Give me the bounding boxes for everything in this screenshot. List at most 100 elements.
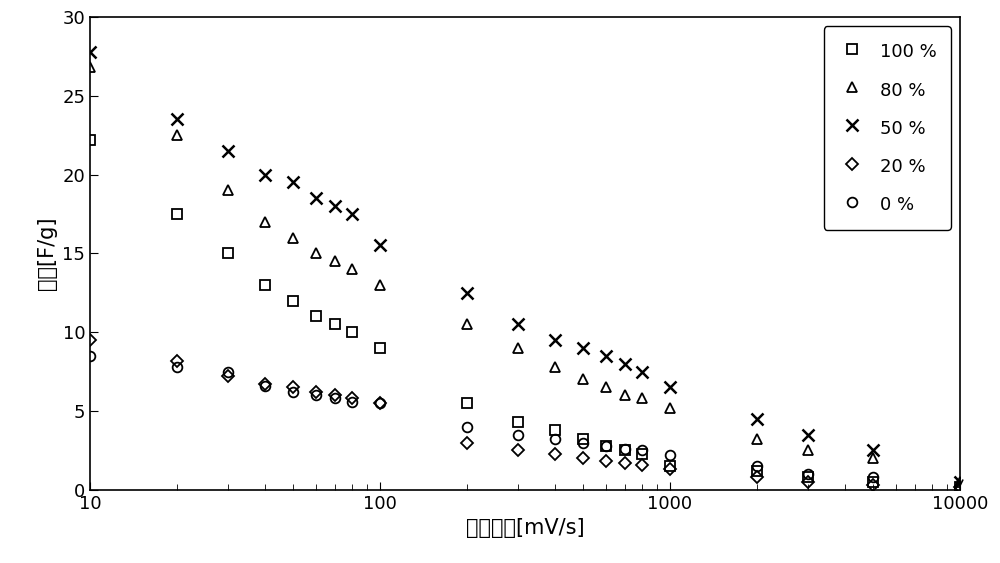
- 0 %: [329, 395, 341, 402]
- 0 %: [751, 463, 763, 470]
- 100 %: [954, 483, 966, 490]
- 100 %: [577, 436, 589, 443]
- 100 %: [84, 136, 96, 143]
- 20 %: [461, 439, 473, 446]
- 80 %: [171, 132, 183, 138]
- 80 %: [310, 250, 322, 257]
- 100 %: [310, 313, 322, 320]
- 80 %: [549, 364, 561, 370]
- 50 %: [222, 148, 234, 154]
- 20 %: [549, 450, 561, 457]
- 80 %: [619, 392, 631, 399]
- 20 %: [374, 400, 386, 406]
- 80 %: [346, 266, 358, 272]
- 0 %: [802, 471, 814, 477]
- 80 %: [84, 64, 96, 71]
- 0 %: [619, 445, 631, 452]
- 80 %: [287, 234, 299, 241]
- 100 %: [802, 474, 814, 481]
- 20 %: [751, 474, 763, 481]
- 100 %: [512, 419, 524, 426]
- 0 %: [577, 439, 589, 446]
- 100 %: [222, 250, 234, 257]
- 50 %: [512, 321, 524, 328]
- Line: 0 %: 0 %: [85, 351, 965, 491]
- 20 %: [577, 455, 589, 462]
- Line: 100 %: 100 %: [85, 135, 965, 491]
- 80 %: [222, 187, 234, 194]
- 80 %: [259, 218, 271, 225]
- 100 %: [461, 400, 473, 406]
- 20 %: [287, 384, 299, 391]
- 0 %: [549, 436, 561, 443]
- 0 %: [84, 352, 96, 359]
- 80 %: [802, 447, 814, 454]
- 50 %: [751, 415, 763, 422]
- 80 %: [867, 455, 879, 462]
- 50 %: [287, 179, 299, 186]
- 20 %: [954, 484, 966, 491]
- 0 %: [867, 474, 879, 481]
- 20 %: [259, 381, 271, 387]
- 50 %: [636, 368, 648, 375]
- 20 %: [664, 466, 676, 473]
- 50 %: [84, 48, 96, 55]
- 0 %: [259, 382, 271, 389]
- 0 %: [461, 423, 473, 430]
- 0 %: [346, 398, 358, 405]
- 0 %: [171, 364, 183, 370]
- 20 %: [310, 388, 322, 395]
- 0 %: [636, 447, 648, 454]
- Line: 20 %: 20 %: [86, 336, 964, 491]
- 50 %: [549, 337, 561, 343]
- Y-axis label: 电容[F/g]: 电容[F/g]: [37, 217, 57, 290]
- 20 %: [636, 461, 648, 468]
- 50 %: [600, 352, 612, 359]
- 100 %: [619, 447, 631, 454]
- 80 %: [374, 282, 386, 288]
- 100 %: [346, 329, 358, 336]
- 50 %: [802, 431, 814, 438]
- 80 %: [577, 376, 589, 383]
- 0 %: [287, 388, 299, 395]
- 50 %: [346, 211, 358, 217]
- 0 %: [600, 443, 612, 449]
- 50 %: [577, 345, 589, 351]
- 20 %: [619, 459, 631, 466]
- Line: 80 %: 80 %: [85, 62, 965, 487]
- 50 %: [954, 479, 966, 485]
- 80 %: [636, 395, 648, 402]
- 100 %: [867, 479, 879, 485]
- 20 %: [802, 479, 814, 485]
- 0 %: [374, 400, 386, 406]
- 80 %: [329, 258, 341, 265]
- 20 %: [512, 447, 524, 454]
- 20 %: [329, 392, 341, 399]
- 80 %: [600, 384, 612, 391]
- 20 %: [171, 357, 183, 364]
- 50 %: [664, 384, 676, 391]
- 100 %: [171, 211, 183, 217]
- Legend: 100 %, 80 %, 50 %, 20 %, 0 %: 100 %, 80 %, 50 %, 20 %, 0 %: [824, 26, 951, 230]
- 100 %: [374, 345, 386, 351]
- 100 %: [549, 427, 561, 434]
- 20 %: [600, 458, 612, 465]
- 100 %: [259, 282, 271, 288]
- 50 %: [329, 203, 341, 209]
- 50 %: [867, 447, 879, 454]
- 20 %: [346, 395, 358, 402]
- 80 %: [512, 345, 524, 351]
- 100 %: [751, 467, 763, 474]
- 80 %: [751, 436, 763, 443]
- 100 %: [636, 450, 648, 457]
- 80 %: [664, 404, 676, 411]
- 50 %: [619, 360, 631, 367]
- 100 %: [287, 297, 299, 304]
- 0 %: [954, 483, 966, 490]
- 0 %: [512, 431, 524, 438]
- 20 %: [84, 337, 96, 343]
- 20 %: [222, 373, 234, 379]
- 100 %: [329, 321, 341, 328]
- 0 %: [310, 392, 322, 399]
- 50 %: [310, 195, 322, 202]
